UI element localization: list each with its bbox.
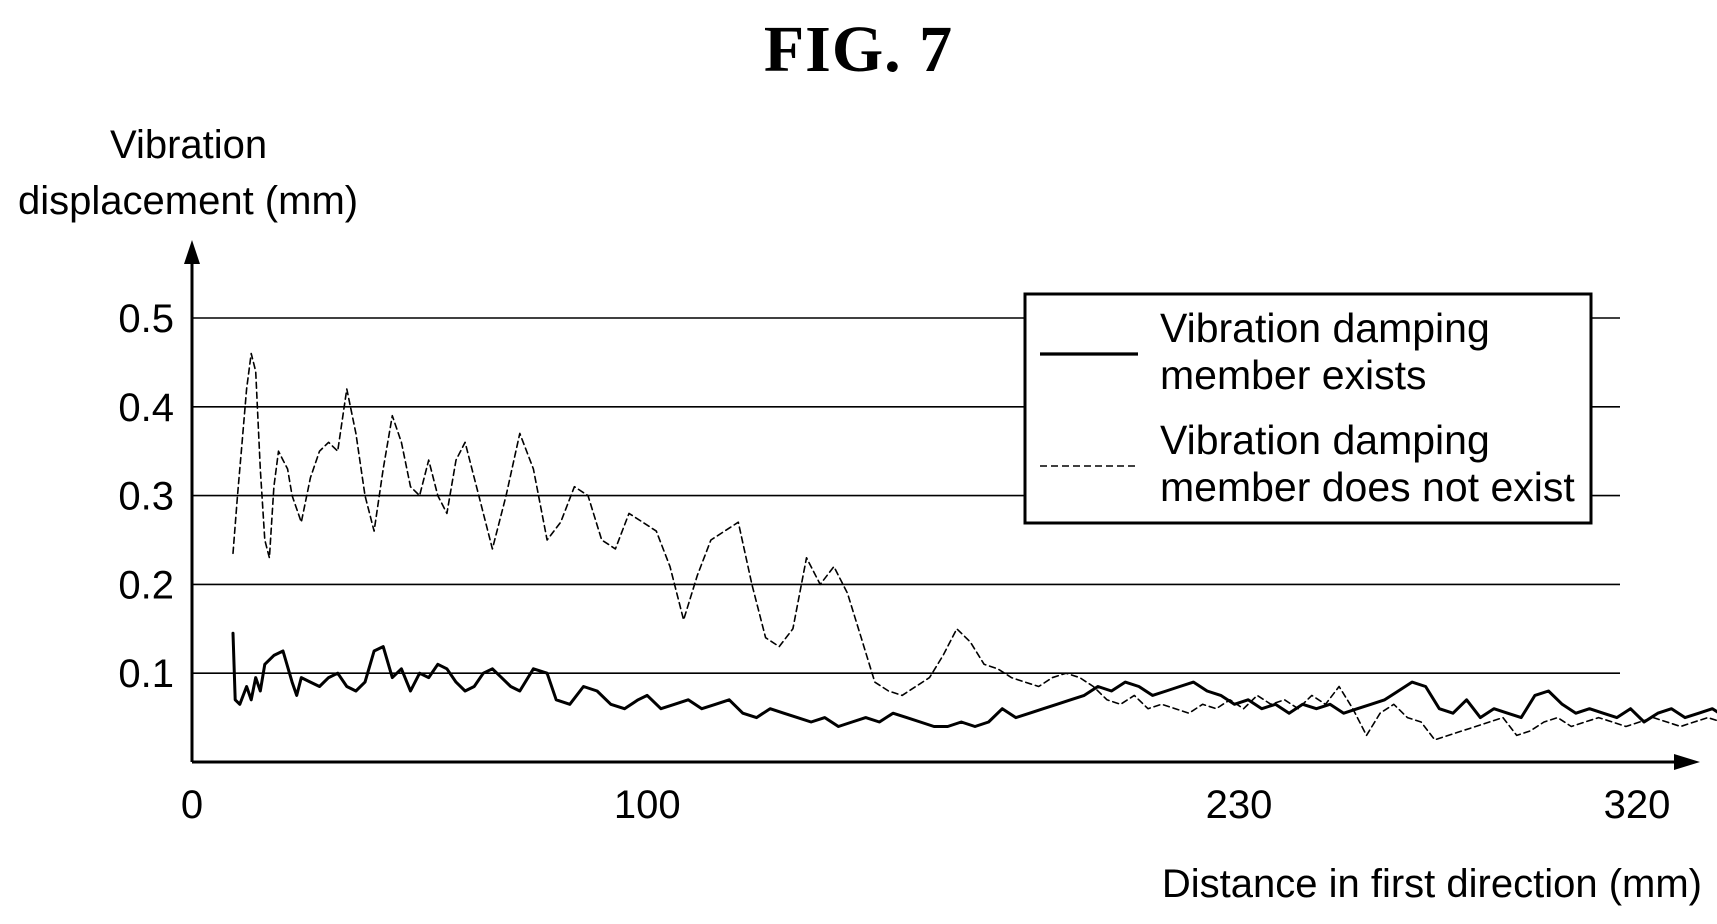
x-tick-label-1: 100 bbox=[614, 783, 681, 827]
axes bbox=[184, 240, 1700, 770]
y-axis-arrow-icon bbox=[184, 240, 200, 264]
x-axis-arrow-icon bbox=[1674, 754, 1700, 770]
series-line-with-damping bbox=[231, 631, 1717, 728]
x-tick-label-2: 230 bbox=[1206, 783, 1273, 827]
legend: Vibration damping member exists Vibratio… bbox=[1023, 292, 1593, 525]
series-lines bbox=[231, 352, 1717, 741]
x-axis-label: Distance in first direction (mm) bbox=[1162, 862, 1702, 906]
y-axis-label-line-1: Vibration bbox=[110, 123, 267, 167]
figure-title: FIG. 7 bbox=[763, 13, 954, 86]
legend-entry-1-line-1: Vibration damping bbox=[1160, 305, 1490, 351]
y-tick-labels: 0.1 0.2 0.3 0.4 0.5 bbox=[118, 297, 174, 696]
legend-entry-1-line-2: member exists bbox=[1160, 352, 1427, 398]
x-tick-labels: 0 100 230 320 bbox=[181, 783, 1671, 827]
legend-entry-2-line-1: Vibration damping bbox=[1160, 417, 1490, 463]
y-axis-label-line-2: displacement (mm) bbox=[18, 179, 358, 223]
y-tick-label-2: 0.3 bbox=[118, 475, 174, 519]
series-line-without-damping bbox=[232, 352, 1717, 741]
y-tick-label-4: 0.5 bbox=[118, 297, 174, 341]
y-tick-label-3: 0.4 bbox=[118, 386, 174, 430]
x-tick-label-0: 0 bbox=[181, 783, 203, 827]
legend-box bbox=[1023, 292, 1593, 525]
x-tick-label-3: 320 bbox=[1604, 783, 1671, 827]
y-tick-label-0: 0.1 bbox=[118, 652, 174, 696]
y-tick-label-1: 0.2 bbox=[118, 563, 174, 607]
y-axis-label: Vibration displacement (mm) bbox=[18, 123, 358, 223]
legend-entry-2-line-2: member does not exist bbox=[1160, 464, 1575, 510]
